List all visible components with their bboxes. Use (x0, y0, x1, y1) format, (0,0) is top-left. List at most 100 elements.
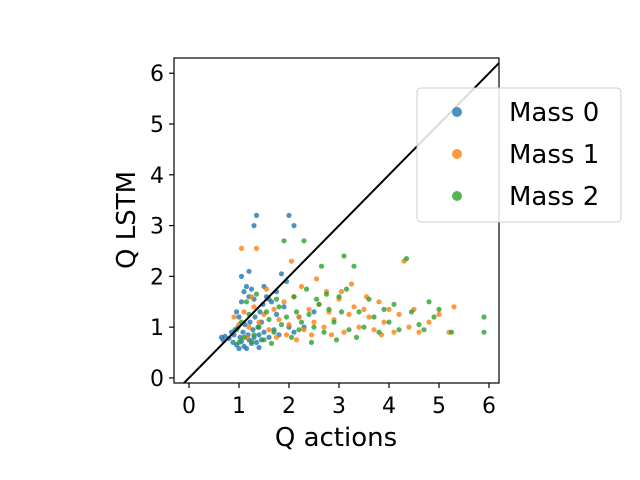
data-point-mass-2 (311, 324, 317, 330)
data-point-mass-2 (303, 286, 310, 292)
data-point-mass-1 (366, 314, 372, 320)
data-point-mass-2 (386, 319, 392, 325)
data-point-mass-2 (351, 263, 357, 269)
data-point-mass-2 (271, 329, 277, 335)
data-point-mass-2 (296, 327, 302, 333)
data-point-mass-2 (448, 329, 455, 335)
data-point-mass-1 (361, 306, 367, 312)
data-point-mass-1 (306, 306, 312, 312)
y-tick-label: 2 (150, 265, 164, 290)
data-point-mass-2 (283, 314, 290, 320)
data-point-mass-2 (343, 286, 350, 292)
data-point-mass-0 (281, 304, 287, 310)
data-point-mass-1 (286, 322, 292, 328)
data-point-mass-1 (371, 327, 377, 333)
data-point-mass-2 (431, 314, 437, 320)
data-point-mass-2 (268, 340, 275, 346)
data-point-mass-1 (253, 245, 260, 251)
data-point-mass-0 (243, 283, 250, 290)
data-point-mass-1 (271, 306, 277, 312)
data-point-mass-2 (361, 324, 367, 330)
y-axis-label: Q LSTM (112, 171, 142, 269)
data-point-mass-1 (321, 324, 327, 330)
x-tick-label: 2 (282, 394, 296, 419)
x-tick-label: 4 (382, 394, 396, 419)
data-point-mass-1 (296, 314, 302, 320)
x-tick-label: 1 (232, 394, 246, 419)
legend-label-mass-1: Mass 1 (509, 140, 599, 170)
data-point-mass-2 (338, 309, 345, 315)
data-point-mass-1 (301, 327, 307, 333)
x-tick-label: 0 (182, 394, 196, 419)
data-point-mass-1 (451, 304, 457, 310)
data-point-mass-1 (238, 245, 245, 251)
data-point-mass-2 (308, 339, 315, 345)
y-tick-label: 5 (150, 113, 164, 138)
data-point-mass-0 (273, 311, 280, 317)
data-point-mass-2 (381, 306, 387, 312)
data-point-mass-2 (408, 309, 415, 315)
data-point-mass-1 (346, 311, 352, 317)
data-point-mass-1 (386, 306, 392, 312)
data-point-mass-2 (391, 301, 397, 307)
data-point-mass-2 (251, 332, 257, 338)
data-point-mass-0 (251, 223, 257, 229)
data-point-mass-0 (240, 329, 246, 335)
data-point-mass-1 (298, 283, 305, 290)
data-point-mass-2 (356, 309, 362, 315)
data-point-mass-1 (416, 329, 422, 335)
data-point-mass-0 (248, 286, 255, 292)
data-point-mass-1 (283, 332, 290, 338)
data-point-mass-2 (321, 329, 327, 335)
data-point-mass-1 (276, 316, 282, 323)
data-point-mass-2 (333, 337, 340, 343)
data-point-mass-2 (313, 296, 320, 302)
data-point-mass-0 (250, 327, 256, 333)
data-point-mass-2 (261, 337, 267, 343)
legend-marker-mass-0 (452, 107, 462, 117)
data-point-mass-1 (263, 286, 270, 292)
data-point-mass-0 (238, 299, 245, 305)
data-point-mass-1 (246, 324, 252, 330)
data-point-mass-0 (253, 339, 260, 345)
y-axis: 0 1 2 3 4 5 6 (150, 62, 174, 392)
data-point-mass-2 (403, 256, 410, 262)
data-point-mass-2 (281, 238, 287, 244)
y-tick-label: 4 (150, 164, 164, 189)
data-point-mass-2 (293, 309, 300, 315)
data-point-mass-1 (248, 294, 255, 300)
data-point-mass-1 (241, 309, 247, 315)
data-point-mass-0 (291, 329, 297, 335)
data-point-mass-0 (278, 271, 285, 277)
data-point-mass-1 (308, 332, 315, 338)
data-point-mass-0 (236, 314, 242, 320)
data-point-mass-1 (328, 332, 335, 338)
data-point-mass-0 (246, 268, 252, 274)
data-point-mass-2 (253, 291, 260, 297)
data-point-mass-1 (406, 324, 412, 330)
data-point-mass-0 (311, 309, 317, 315)
data-point-mass-0 (256, 332, 262, 338)
data-point-mass-0 (233, 309, 240, 315)
data-point-mass-1 (396, 311, 402, 317)
data-point-mass-2 (481, 329, 487, 335)
data-point-mass-2 (326, 306, 332, 312)
legend-marker-mass-1 (452, 149, 462, 159)
data-point-mass-1 (313, 276, 320, 282)
data-point-mass-2 (436, 306, 442, 312)
legend-box (416, 87, 622, 223)
data-point-mass-2 (288, 334, 295, 340)
x-tick-label: 5 (432, 394, 446, 419)
data-point-mass-0 (238, 273, 245, 279)
x-tick-label: 3 (332, 394, 346, 419)
data-point-mass-2 (278, 322, 285, 328)
data-point-mass-2 (353, 334, 360, 340)
data-point-mass-2 (236, 339, 242, 345)
data-point-mass-1 (338, 289, 345, 295)
data-point-mass-2 (346, 327, 352, 333)
data-point-mass-0 (261, 329, 267, 335)
data-point-mass-2 (306, 311, 312, 317)
data-point-mass-2 (336, 294, 342, 300)
data-point-mass-2 (298, 319, 305, 325)
